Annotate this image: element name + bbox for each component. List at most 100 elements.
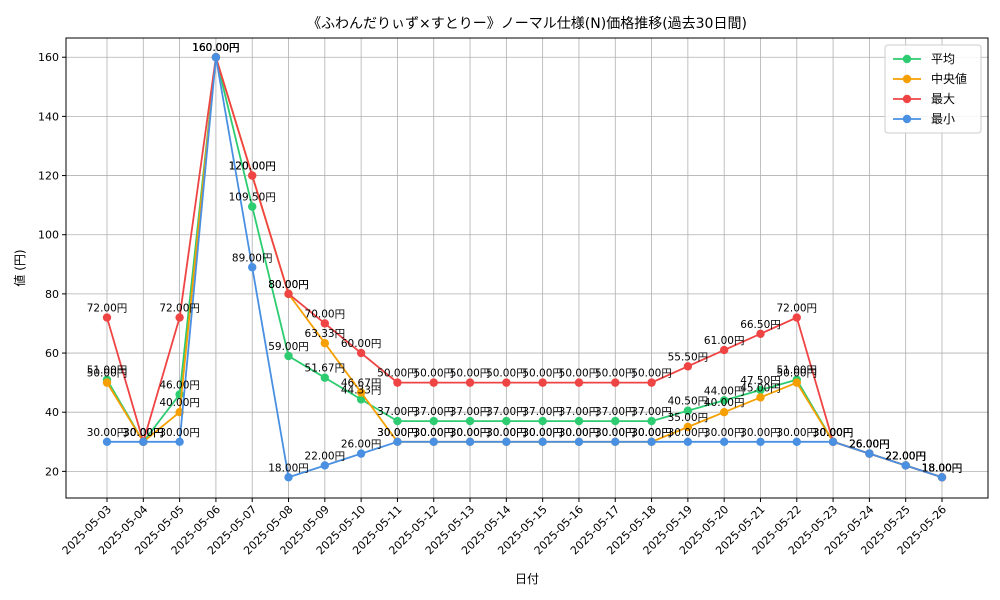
legend-box <box>884 44 982 134</box>
data-label: 45.00円 <box>740 382 781 394</box>
data-point <box>756 437 765 446</box>
data-label: 59.00円 <box>268 341 309 353</box>
data-label: 50.00円 <box>486 368 527 380</box>
data-label: 61.00円 <box>704 335 745 347</box>
data-label: 40.00円 <box>704 397 745 409</box>
data-point <box>792 437 801 446</box>
data-point <box>756 385 765 395</box>
data-label: 46.67円 <box>341 377 382 389</box>
data-label: 50.00円 <box>631 368 672 380</box>
data-label: 30.00円 <box>595 427 636 439</box>
data-label: 50.00円 <box>777 368 818 380</box>
data-label: 37.00円 <box>522 406 563 418</box>
data-point <box>647 437 656 446</box>
data-label: 18.00円 <box>922 462 963 474</box>
data-point <box>719 396 729 405</box>
data-label: 55.50円 <box>668 351 709 363</box>
data-label: 51.67円 <box>305 363 346 375</box>
data-point <box>465 416 475 426</box>
data-point <box>719 437 729 446</box>
legend-swatch-marker <box>902 74 912 84</box>
data-label: 30.00円 <box>559 427 600 439</box>
legend-swatch-marker <box>902 54 912 64</box>
data-point <box>756 329 765 339</box>
data-label: 72.00円 <box>159 303 200 315</box>
y-tick-label: 140 <box>38 110 59 123</box>
data-label: 50.00円 <box>522 368 563 380</box>
legend-entry: 中央値 <box>931 71 967 86</box>
data-point <box>320 319 330 328</box>
data-label: 50.00円 <box>595 368 636 380</box>
data-point <box>502 437 511 446</box>
data-point <box>901 461 910 470</box>
data-point <box>393 437 402 446</box>
legend-entry: 最大 <box>931 92 955 106</box>
data-label: 30.00円 <box>740 427 781 439</box>
data-point <box>356 388 366 397</box>
data-label: 46.00円 <box>159 379 200 391</box>
data-point <box>248 263 257 272</box>
data-label: 30.00円 <box>486 427 527 439</box>
data-label: 37.00円 <box>595 406 636 418</box>
data-label: 30.00円 <box>704 427 745 439</box>
data-label: 60.00円 <box>341 338 382 350</box>
y-tick-label: 20 <box>45 465 59 478</box>
series-line <box>106 57 943 479</box>
data-point <box>502 378 511 387</box>
data-point <box>284 289 293 299</box>
data-point <box>792 313 801 322</box>
y-axis-label: 値 (円) <box>12 249 27 286</box>
data-point <box>611 416 620 426</box>
data-label: 26.00円 <box>849 439 890 451</box>
data-label: 160.00円 <box>192 42 239 54</box>
data-label: 26.00円 <box>849 439 890 451</box>
data-label: 63.33円 <box>305 328 346 340</box>
y-tick-label: 160 <box>38 51 59 64</box>
data-point <box>719 345 729 355</box>
data-label: 18.00円 <box>922 462 963 474</box>
data-point <box>828 437 838 446</box>
data-label: 30.00円 <box>159 427 200 439</box>
data-label: 44.00円 <box>704 385 745 397</box>
data-label: 80.00円 <box>268 279 309 291</box>
data-label: 40.50円 <box>668 396 709 408</box>
data-label: 35.00円 <box>668 412 709 424</box>
data-point <box>502 416 511 426</box>
data-label: 51.00円 <box>87 365 128 377</box>
legend-swatch-marker <box>902 94 912 104</box>
data-point <box>719 408 729 417</box>
x-axis-label: 日付 <box>515 572 539 586</box>
data-point <box>320 373 330 382</box>
data-label: 26.00円 <box>341 439 382 451</box>
data-point <box>465 378 475 387</box>
data-label: 30.00円 <box>777 427 818 439</box>
series-line <box>107 57 943 479</box>
data-label: 30.00円 <box>413 427 454 439</box>
data-point <box>248 171 257 180</box>
data-label: 51.00円 <box>777 365 818 377</box>
data-label: 30.00円 <box>522 427 563 439</box>
data-point <box>102 378 112 387</box>
series-layer <box>102 53 947 482</box>
data-label: 30.00円 <box>123 427 164 439</box>
data-point <box>393 378 402 387</box>
data-label: 30.00円 <box>813 427 854 439</box>
data-label: 30.00円 <box>450 427 491 439</box>
data-point <box>102 437 112 446</box>
legend-entry: 最小 <box>931 112 955 126</box>
data-label: 50.00円 <box>413 368 454 380</box>
data-label: 26.00円 <box>849 439 890 451</box>
data-point <box>320 461 330 470</box>
y-tick-label: 60 <box>45 347 59 360</box>
data-point <box>139 437 148 446</box>
data-label: 22.00円 <box>305 450 346 462</box>
data-label: 30.00円 <box>486 427 527 439</box>
data-label: 30.00円 <box>377 427 418 439</box>
data-label: 160.00円 <box>192 42 239 54</box>
data-point <box>429 378 438 387</box>
legend-entry: 平均 <box>931 52 955 66</box>
chart-title: 《ふわんだりぃず×すとりー》ノーマル仕様(N)価格推移(過去30日間) <box>307 16 747 32</box>
data-label: 44.33円 <box>341 384 382 396</box>
data-point <box>683 362 693 371</box>
